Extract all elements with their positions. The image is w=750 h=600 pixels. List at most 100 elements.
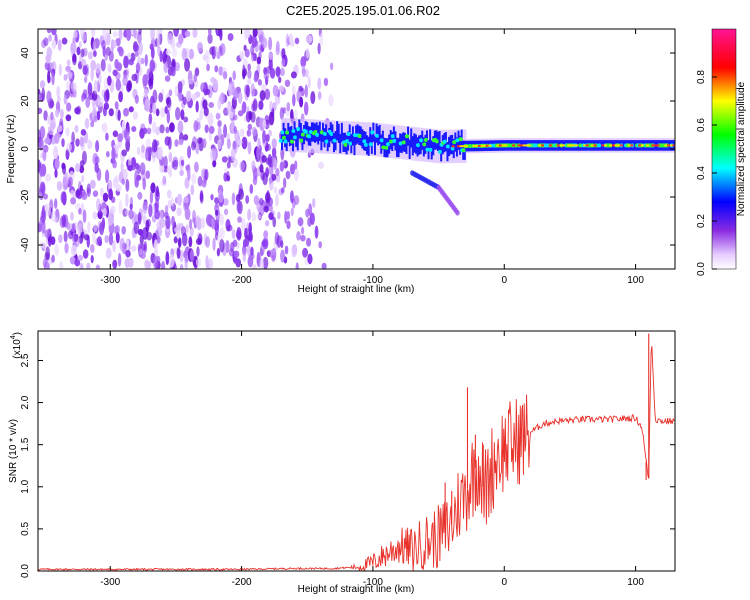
noise-blob [81, 32, 87, 42]
noise-blob [127, 257, 134, 268]
noise-blob [276, 40, 280, 52]
noise-blob [259, 164, 264, 173]
signal-hot [590, 144, 594, 147]
noise-blob [177, 80, 183, 94]
noise-blob [252, 29, 258, 37]
noise-blob [328, 94, 334, 107]
signal-core [432, 136, 435, 156]
noise-blob [99, 187, 104, 198]
noise-blob [233, 250, 240, 258]
noise-blob [163, 155, 168, 169]
noise-blob [268, 129, 272, 137]
noise-blob [129, 203, 133, 211]
signal-peak [307, 134, 312, 139]
signal-hot [548, 144, 552, 147]
noise-blob [65, 65, 71, 72]
noise-blob [278, 85, 285, 93]
noise-blob [281, 58, 286, 68]
noise-blob [146, 127, 152, 135]
noise-blob [95, 63, 101, 74]
noise-blob [226, 161, 231, 169]
noise-blob [165, 126, 170, 134]
noise-blob [261, 240, 268, 247]
noise-blob [231, 229, 236, 240]
signal-peak [385, 142, 391, 147]
noise-blob [43, 193, 48, 200]
noise-blob [40, 163, 47, 177]
noise-blob [299, 96, 304, 108]
snr-line [38, 346, 675, 571]
noise-blob [145, 219, 150, 233]
noise-blob [185, 224, 189, 234]
noise-blob [141, 144, 145, 153]
noise-blob [175, 106, 181, 121]
x-tick-label: -100 [363, 577, 383, 588]
signal-hot [522, 144, 526, 147]
noise-blob [105, 247, 112, 260]
noise-blob [55, 109, 59, 118]
signal-core [446, 141, 449, 162]
noise-blob [81, 58, 87, 67]
noise-blob [171, 215, 175, 227]
noise-blob [117, 133, 124, 143]
signal-peak [291, 129, 296, 134]
noise-blob [218, 191, 224, 203]
signal-core [339, 133, 342, 154]
noise-blob [176, 193, 183, 206]
noise-blob [250, 246, 254, 256]
noise-blob [142, 214, 147, 225]
signal-hot [572, 144, 576, 147]
noise-blob [273, 186, 278, 194]
noise-blob [251, 212, 257, 222]
noise-blob [227, 103, 232, 116]
noise-blob [125, 179, 130, 192]
signal-hot [480, 144, 484, 147]
noise-blob [112, 239, 116, 253]
noise-blob [160, 260, 166, 269]
snr-x-ticks: -300 -200 -100 0 100 [100, 331, 644, 588]
noise-blob [252, 99, 258, 112]
noise-blob [281, 48, 286, 59]
noise-blob [187, 145, 192, 159]
noise-blob [108, 232, 114, 246]
noise-blob [124, 128, 128, 138]
noise-blob [168, 169, 172, 178]
noise-blob [219, 227, 225, 240]
noise-blob [192, 29, 198, 39]
noise-blob [66, 59, 71, 66]
noise-blob [100, 58, 106, 72]
noise-blob [249, 184, 254, 194]
noise-blob [210, 193, 214, 201]
signal-hot [556, 144, 560, 147]
noise-blob [90, 67, 94, 82]
noise-blob [272, 216, 277, 228]
noise-blob [42, 258, 47, 268]
signal-hot [483, 144, 487, 147]
noise-blob [51, 254, 55, 263]
noise-blob [170, 197, 175, 207]
noise-blob [275, 168, 280, 177]
noise-blob [131, 126, 137, 133]
noise-blob [151, 139, 158, 153]
noise-blob [95, 264, 100, 269]
signal-hot [638, 144, 642, 147]
noise-blob [70, 211, 74, 221]
noise-blob [96, 236, 102, 246]
noise-blob [218, 94, 223, 103]
signal-peak [578, 143, 583, 148]
noise-blob [155, 197, 160, 211]
signal-core [455, 137, 458, 157]
noise-blob [245, 195, 250, 204]
signal-peak [344, 139, 350, 144]
noise-blob [166, 189, 172, 199]
noise-blob [232, 257, 239, 264]
noise-blob [137, 228, 144, 236]
noise-blob [69, 256, 76, 265]
noise-blob [101, 217, 106, 231]
noise-blob [125, 193, 129, 208]
noise-blob [121, 178, 125, 186]
noise-blob [78, 207, 82, 215]
signal-hot [464, 145, 468, 148]
noise-blob [226, 170, 230, 181]
